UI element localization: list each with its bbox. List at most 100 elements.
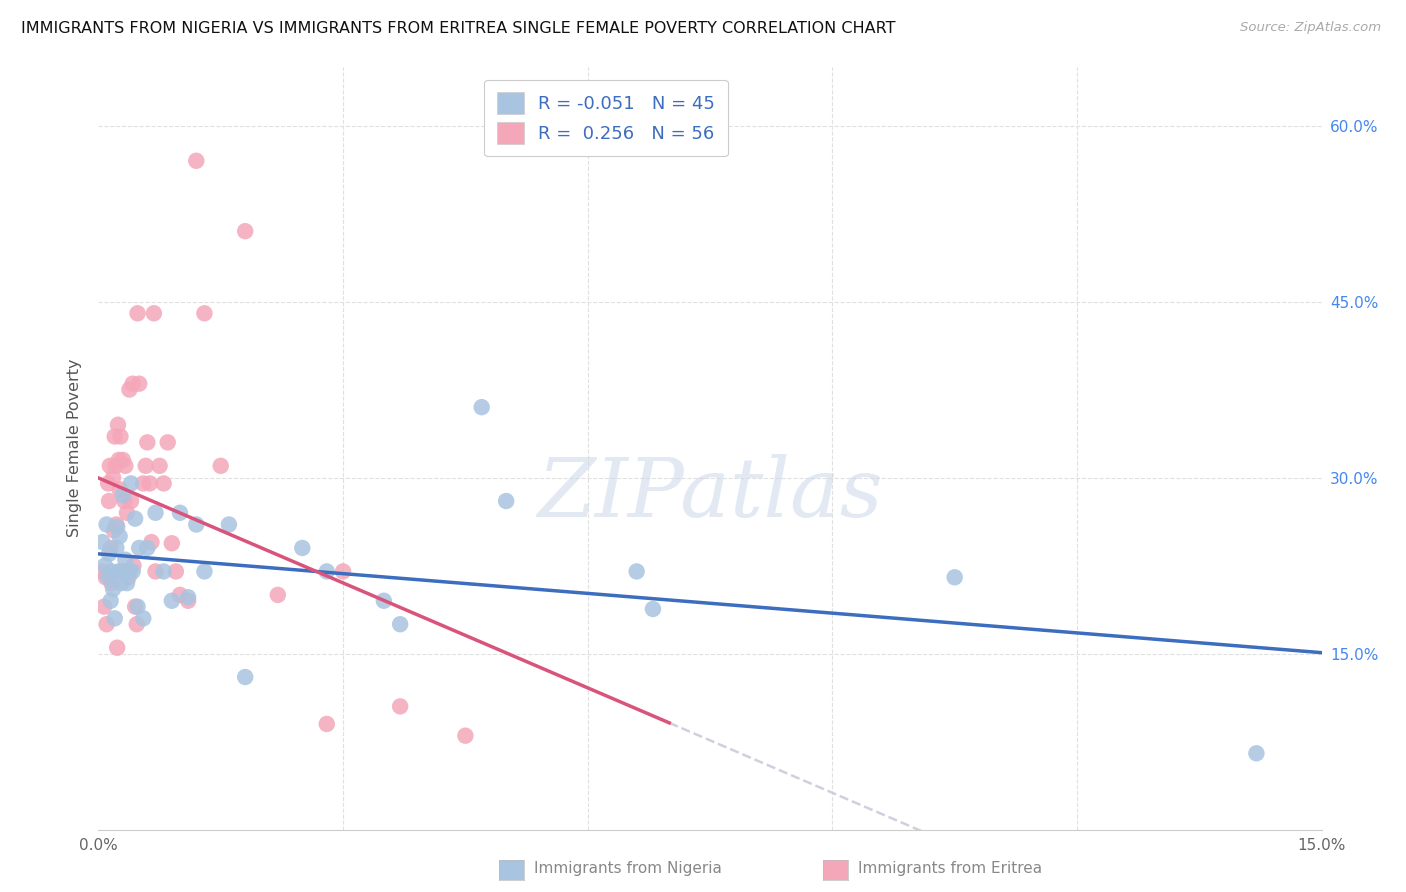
Point (121, 376, 143, 391)
Point (124, 511, 146, 525)
Point (111, 453, 134, 467)
Point (1246, 746, 1268, 760)
Point (105, 541, 128, 555)
Point (108, 529, 131, 543)
Point (218, 517, 240, 532)
Point (120, 476, 142, 491)
Point (101, 582, 124, 596)
Point (105, 517, 128, 532)
Point (160, 594, 183, 608)
Point (115, 506, 138, 520)
Point (108, 565, 131, 579)
Point (110, 429, 132, 443)
Point (315, 717, 337, 731)
Point (94, 558, 117, 573)
Point (626, 565, 648, 579)
Point (105, 640, 128, 655)
Point (156, 435, 179, 450)
Point (186, 517, 208, 532)
Point (267, 588, 290, 602)
Point (389, 617, 412, 632)
Point (104, 429, 127, 443)
Point (108, 453, 131, 467)
Point (117, 570, 139, 584)
Point (186, 153, 208, 168)
Point (103, 524, 125, 538)
Point (332, 565, 354, 579)
Point (177, 594, 200, 608)
Point (152, 476, 174, 491)
Point (101, 470, 124, 484)
Point (114, 494, 136, 508)
Point (105, 520, 128, 534)
Text: Immigrants from Nigeria: Immigrants from Nigeria (534, 862, 723, 876)
Point (98, 547, 121, 561)
Point (127, 599, 149, 614)
Point (91, 565, 114, 579)
Point (91, 535, 114, 549)
Text: IMMIGRANTS FROM NIGERIA VS IMMIGRANTS FROM ERITREA SINGLE FEMALE POVERTY CORRELA: IMMIGRANTS FROM NIGERIA VS IMMIGRANTS FR… (21, 21, 896, 37)
Point (110, 565, 132, 579)
Point (114, 552, 136, 566)
Point (96, 617, 118, 632)
Point (97, 570, 120, 584)
Point (93, 599, 115, 614)
Point (114, 458, 136, 473)
Point (118, 383, 141, 397)
Point (128, 376, 150, 391)
Point (125, 617, 148, 632)
Point (389, 699, 412, 714)
Point (233, 224, 256, 238)
Point (122, 558, 145, 573)
Point (141, 535, 163, 549)
Point (160, 536, 183, 550)
Point (98, 494, 121, 508)
Point (132, 611, 155, 625)
Legend: R = -0.051   N = 45, R =  0.256   N = 56: R = -0.051 N = 45, R = 0.256 N = 56 (484, 79, 728, 156)
Point (100, 576, 122, 591)
Point (149, 458, 172, 473)
Point (233, 670, 256, 684)
Point (177, 591, 200, 605)
Point (98, 458, 121, 473)
Point (120, 494, 142, 508)
Point (139, 476, 162, 491)
Point (315, 565, 337, 579)
Text: Immigrants from Eritrea: Immigrants from Eritrea (858, 862, 1042, 876)
Point (145, 506, 167, 520)
Point (152, 565, 174, 579)
Point (108, 483, 131, 497)
Text: ZIPatlas: ZIPatlas (537, 454, 883, 534)
Point (136, 541, 159, 555)
Point (104, 611, 127, 625)
Point (121, 565, 143, 579)
Point (114, 565, 136, 579)
Point (100, 565, 122, 579)
Point (100, 594, 122, 608)
Point (373, 594, 395, 608)
Point (124, 599, 146, 614)
Text: Source: ZipAtlas.com: Source: ZipAtlas.com (1240, 21, 1381, 35)
Point (128, 541, 150, 555)
Point (127, 306, 149, 320)
Point (471, 400, 494, 414)
Point (94, 570, 117, 584)
Point (110, 576, 132, 591)
Point (111, 488, 134, 502)
Point (104, 458, 127, 473)
Point (165, 565, 187, 579)
Point (209, 458, 232, 473)
Point (100, 541, 122, 555)
Point (107, 417, 129, 432)
Point (115, 576, 138, 591)
Point (291, 541, 314, 555)
Point (454, 729, 477, 743)
Point (943, 570, 966, 584)
Point (193, 565, 215, 579)
Point (135, 458, 157, 473)
Point (142, 306, 165, 320)
Point (118, 565, 141, 579)
Point (641, 602, 664, 616)
Point (169, 588, 191, 602)
Y-axis label: Single Female Poverty: Single Female Poverty (66, 359, 82, 538)
